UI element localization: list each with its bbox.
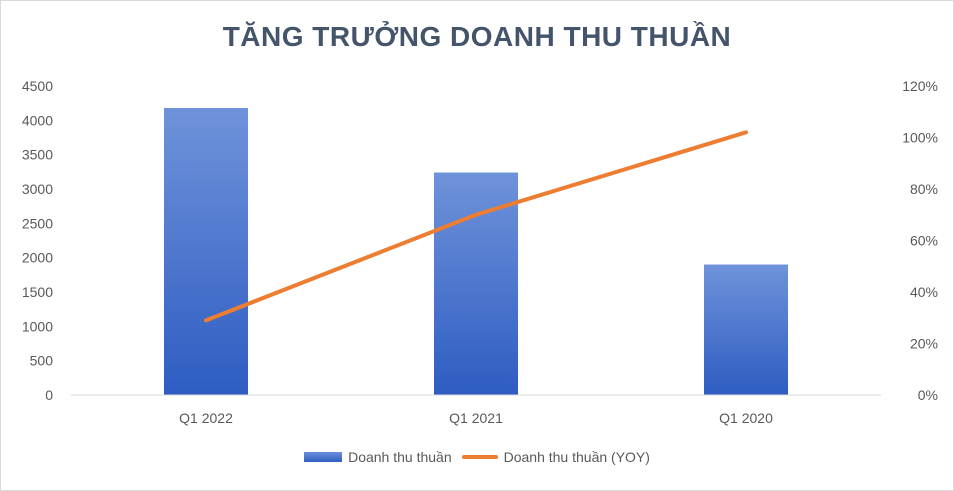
left-tick-label: 3000 (22, 181, 53, 197)
legend-swatch-line (461, 455, 498, 459)
legend-label-bar: Doanh thu thuần (348, 449, 452, 465)
legend-label-line: Doanh thu thuần (YOY) (503, 449, 650, 465)
bar (704, 264, 788, 395)
left-tick-label: 4500 (22, 78, 53, 94)
right-axis-ticks: 0% 20% 40% 60% 80% 100% 120% (902, 78, 938, 403)
right-tick-label: 40% (910, 284, 938, 300)
left-axis-ticks: 0 500 1000 1500 2000 2500 3000 3500 4000 4500 (22, 78, 53, 403)
right-tick-label: 20% (910, 336, 938, 352)
left-tick-label: 500 (30, 353, 54, 369)
right-tick-label: 60% (910, 233, 938, 249)
right-tick-label: 0% (918, 387, 938, 403)
right-tick-label: 100% (902, 130, 938, 146)
category-label: Q1 2021 (449, 410, 503, 426)
right-tick-label: 80% (910, 181, 938, 197)
line-series (204, 130, 748, 323)
right-tick-label: 120% (902, 78, 938, 94)
left-tick-label: 1000 (22, 318, 53, 334)
bar (164, 107, 248, 396)
left-tick-label: 1500 (22, 284, 53, 300)
category-labels: Q1 2022 Q1 2021 Q1 2020 (179, 410, 773, 426)
bar (434, 172, 518, 395)
left-tick-label: 4000 (22, 112, 53, 128)
left-tick-label: 0 (45, 387, 53, 403)
left-tick-label: 2500 (22, 215, 53, 231)
legend-swatch-bar (304, 452, 343, 462)
chart-title: TĂNG TRƯỞNG DOANH THU THUẦN (222, 21, 732, 52)
legend: Doanh thu thuần Doanh thu thuần (YOY) (1, 449, 953, 465)
legend-item-bar: Doanh thu thuần (304, 449, 452, 465)
yoy-line (204, 130, 748, 323)
legend-item-line: Doanh thu thuần (YOY) (461, 449, 650, 465)
category-label: Q1 2022 (179, 410, 233, 426)
category-label: Q1 2020 (719, 410, 773, 426)
left-tick-label: 3500 (22, 147, 53, 163)
bar-series (164, 107, 788, 396)
left-tick-label: 2000 (22, 250, 53, 266)
